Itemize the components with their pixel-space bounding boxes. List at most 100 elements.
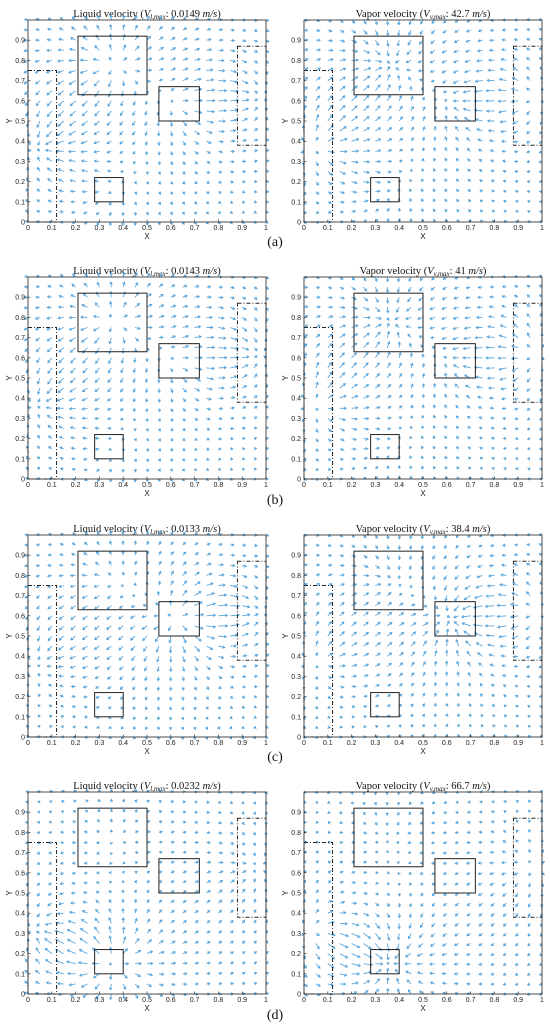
velocity-arrow [82,357,88,364]
velocity-arrow [218,150,224,154]
velocity-arrow [206,387,213,391]
velocity-arrow [409,575,413,580]
velocity-arrow [327,210,332,214]
velocity-arrow [455,425,459,429]
velocity-arrow [265,18,270,22]
velocity-arrow [421,362,426,368]
velocity-arrow [440,326,447,331]
y-tick-label: 0.3 [291,416,301,423]
velocity-arrow [91,961,100,966]
velocity-arrow [108,357,112,365]
velocity-arrow [398,394,403,399]
velocity-arrow [85,799,89,803]
velocity-arrow [36,130,41,139]
velocity-arrow [230,426,235,431]
velocity-arrow [431,800,436,804]
velocity-arrow [134,949,142,954]
velocity-arrow [363,725,367,729]
velocity-arrow [158,909,163,914]
velocity-arrow [133,357,137,364]
velocity-arrow [154,635,160,643]
velocity-arrow [34,59,41,63]
velocity-arrow [253,39,259,43]
velocity-arrow [339,48,346,53]
velocity-arrow [182,580,188,586]
solid-region-box [434,601,476,637]
velocity-arrow [80,159,88,163]
velocity-arrow [218,28,224,32]
velocity-arrow [121,560,125,566]
velocity-arrow [416,953,424,957]
velocity-arrow [375,84,381,91]
velocity-arrow [466,810,471,814]
velocity-arrow [144,676,148,682]
velocity-arrow [117,625,124,630]
velocity-arrow [106,615,112,620]
velocity-arrow [182,57,189,61]
velocity-arrow [489,861,495,865]
x-tick-label: 1 [264,997,268,1004]
velocity-arrow [108,80,112,88]
velocity-arrow [169,110,173,116]
velocity-arrow [145,201,150,206]
velocity-arrow [513,387,519,392]
velocity-arrow [374,812,378,816]
velocity-arrow [169,736,173,741]
velocity-arrow [218,860,224,865]
velocity-arrow [351,652,358,657]
velocity-arrow [253,384,258,389]
velocity-arrow [491,457,495,461]
velocity-arrow [477,554,483,558]
velocity-arrow [37,664,41,668]
velocity-arrow [432,544,436,550]
velocity-arrow [315,715,319,720]
velocity-arrow [315,850,320,854]
x-tick-label: 0.2 [347,482,357,489]
velocity-arrow [145,540,150,546]
velocity-arrow [205,726,209,731]
velocity-arrow [526,427,531,431]
velocity-arrow [479,672,483,677]
velocity-arrow [398,137,404,142]
velocity-arrow [351,58,360,62]
velocity-arrow [502,416,507,421]
velocity-arrow [253,28,259,33]
velocity-arrow [242,416,247,420]
velocity-arrow [375,218,379,223]
velocity-arrow [327,161,334,166]
velocity-arrow [37,413,41,419]
velocity-arrow [135,69,141,73]
velocity-arrow [71,467,76,471]
velocity-arrow [218,563,224,567]
velocity-arrow [501,406,507,411]
velocity-arrow [511,592,519,597]
velocity-arrow [71,715,76,719]
velocity-arrow [375,116,381,122]
velocity-arrow [169,458,174,462]
velocity-arrow [363,573,370,578]
y-axis-label: Y [281,375,290,381]
velocity-arrow [122,926,126,934]
velocity-arrow [462,605,471,611]
dashed-region-box [27,327,58,480]
velocity-arrow [182,613,189,617]
velocity-arrow [170,800,175,804]
velocity-arrow [265,664,270,668]
velocity-arrow [525,625,531,631]
velocity-arrow [169,130,174,137]
velocity-arrow [230,861,236,865]
velocity-arrow [106,407,112,411]
velocity-arrow [206,562,212,566]
velocity-arrow [170,909,175,914]
velocity-arrow [502,840,507,844]
velocity-arrow [445,649,449,657]
x-tick-label: 0.9 [513,997,523,1004]
velocity-arrow [407,861,412,865]
velocity-arrow [315,428,319,434]
velocity-arrow [315,908,319,914]
velocity-arrow [108,925,112,934]
velocity-arrow [121,788,126,793]
x-tick-label: 0.2 [347,997,357,1004]
velocity-arrow [217,706,221,710]
velocity-arrow [410,723,414,728]
